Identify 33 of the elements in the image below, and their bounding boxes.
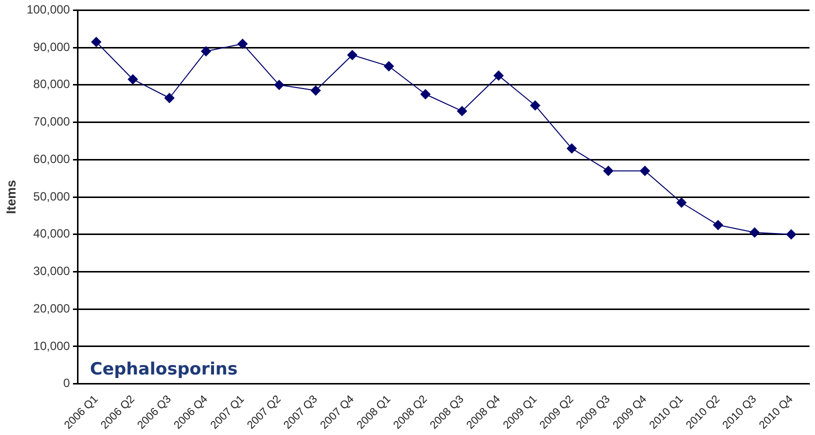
y-tick-label: 100,000 xyxy=(26,2,70,17)
point xyxy=(640,166,650,176)
point xyxy=(676,198,686,208)
point xyxy=(384,61,394,72)
y-tick-label: 60,000 xyxy=(33,152,70,166)
y-tick-label: 70,000 xyxy=(33,114,70,129)
point xyxy=(603,166,614,176)
point xyxy=(274,80,284,90)
point xyxy=(310,86,321,96)
point xyxy=(420,89,430,100)
y-tick-label: 80,000 xyxy=(33,77,70,92)
point xyxy=(347,50,358,60)
point xyxy=(457,106,468,116)
y-tick-label: 20,000 xyxy=(33,301,70,316)
point xyxy=(530,100,540,110)
point xyxy=(91,36,102,47)
point xyxy=(238,38,248,49)
y-tick-label: 10,000 xyxy=(33,338,70,353)
y-tick-label: 0 xyxy=(63,376,70,390)
y-axis-title: Items xyxy=(3,180,18,214)
point xyxy=(200,46,211,56)
point xyxy=(494,70,504,81)
point xyxy=(566,143,577,154)
annotation: Cephalosporins xyxy=(90,360,238,380)
point xyxy=(786,229,796,240)
point xyxy=(128,74,138,84)
point xyxy=(164,93,174,103)
y-tick-label: 30,000 xyxy=(33,264,70,278)
point xyxy=(713,220,724,230)
y-tick-label: 50,000 xyxy=(33,189,70,204)
y-tick-label: 40,000 xyxy=(33,226,70,241)
point xyxy=(750,228,760,238)
y-tick-label: 90,000 xyxy=(33,40,70,54)
